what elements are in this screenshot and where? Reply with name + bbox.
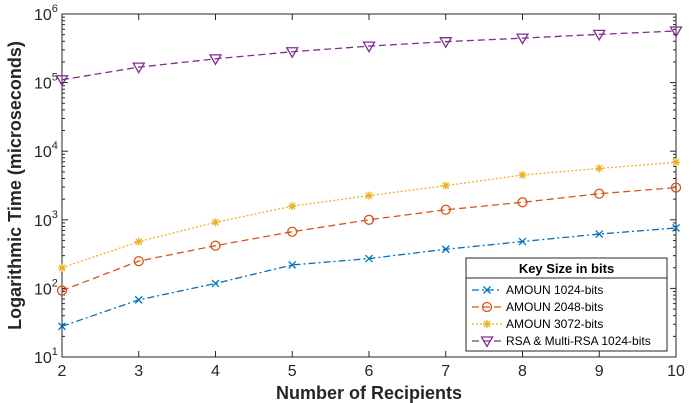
data-point <box>56 285 68 296</box>
y-tick-label: 101 <box>34 346 58 367</box>
data-point <box>441 245 450 254</box>
legend-label: AMOUN 2048-bits <box>506 300 603 314</box>
data-point <box>210 240 221 251</box>
legend: Key Size in bits AMOUN 1024-bits AMOUN 20… <box>465 257 668 352</box>
data-point <box>285 47 299 59</box>
y-tick-base: 10 <box>34 7 52 24</box>
y-tick-base: 10 <box>34 144 52 161</box>
data-point <box>287 226 298 237</box>
series-3 <box>58 158 680 272</box>
data-point <box>363 214 375 225</box>
data-point <box>58 322 66 331</box>
x-tick-label: 2 <box>58 363 67 380</box>
x-axis-title: Number of Recipients <box>276 383 462 403</box>
data-point <box>518 237 527 246</box>
legend-label: RSA & Multi-RSA 1024-bits <box>506 334 651 348</box>
legend-item: AMOUN 2048-bits <box>472 300 603 314</box>
legend-title: Key Size in bits <box>519 261 614 276</box>
data-point <box>517 197 528 208</box>
legend-marker <box>483 286 491 294</box>
y-tick-label: 103 <box>34 209 58 230</box>
data-point <box>132 62 146 74</box>
legend-item: RSA & Multi-RSA 1024-bits <box>472 334 651 348</box>
series-layer <box>55 26 683 331</box>
data-point <box>672 224 680 232</box>
data-point <box>595 164 604 173</box>
data-point <box>672 158 680 167</box>
data-point <box>518 170 527 179</box>
data-point <box>515 33 530 45</box>
series-line <box>61 186 677 292</box>
data-point <box>670 182 682 193</box>
data-point <box>208 54 223 66</box>
y-tick-base: 10 <box>34 76 52 93</box>
legend-label: AMOUN 3072-bits <box>506 317 603 331</box>
x-tick-label: 5 <box>288 363 297 380</box>
data-point <box>441 181 450 190</box>
data-point <box>58 263 66 272</box>
x-tick-label: 8 <box>518 363 527 380</box>
legend-marker <box>480 336 494 348</box>
data-point <box>439 37 453 49</box>
series-2 <box>56 182 682 296</box>
legend-items: AMOUN 1024-bits AMOUN 2048-bits AMOUN 3072… <box>472 283 651 348</box>
legend-box <box>465 257 668 352</box>
data-point <box>592 29 606 42</box>
y-tick-exponent: 5 <box>52 72 58 84</box>
series-line <box>61 30 677 81</box>
series-1 <box>58 224 680 331</box>
y-tick-exponent: 1 <box>52 346 58 358</box>
data-point <box>288 202 297 211</box>
y-tick-exponent: 3 <box>52 209 58 221</box>
legend-marker <box>483 320 491 328</box>
x-tick-label: 4 <box>211 363 220 380</box>
x-tick-label: 6 <box>365 363 374 380</box>
data-point <box>594 188 605 199</box>
data-point <box>440 204 451 215</box>
y-tick-base: 10 <box>34 350 52 367</box>
legend-item: AMOUN 3072-bits <box>472 317 603 331</box>
x-tick-label: 10 <box>667 363 685 380</box>
data-point <box>365 254 373 263</box>
y-tick-label: 102 <box>34 277 58 298</box>
series-4 <box>55 26 683 87</box>
legend-item: AMOUN 1024-bits <box>472 283 603 297</box>
data-point <box>595 230 604 239</box>
y-tick-base: 10 <box>34 213 52 230</box>
data-point <box>211 279 220 288</box>
y-tick-exponent: 6 <box>52 3 58 15</box>
y-axis-title: Logarithmic Time (microseconds) <box>5 41 25 330</box>
data-point <box>133 255 144 267</box>
data-point <box>365 191 373 200</box>
x-tick-label: 7 <box>441 363 450 380</box>
x-tick-label: 3 <box>134 363 143 380</box>
y-tick-label: 106 <box>34 3 58 24</box>
data-point <box>288 260 297 269</box>
x-axis-ticks: 2 3 4 5 6 7 8 9 10 <box>58 14 685 380</box>
data-point <box>362 41 376 53</box>
legend-marker <box>481 301 493 313</box>
data-point <box>134 237 143 246</box>
x-tick-label: 9 <box>595 363 604 380</box>
y-tick-label: 105 <box>34 72 58 93</box>
data-point <box>134 295 143 304</box>
data-point <box>211 218 220 227</box>
data-point <box>55 75 69 87</box>
y-tick-exponent: 2 <box>52 277 58 289</box>
y-tick-base: 10 <box>34 281 52 298</box>
y-tick-exponent: 4 <box>52 140 58 152</box>
data-point <box>669 26 683 38</box>
y-tick-label: 104 <box>34 140 58 161</box>
legend-label: AMOUN 1024-bits <box>506 283 603 297</box>
